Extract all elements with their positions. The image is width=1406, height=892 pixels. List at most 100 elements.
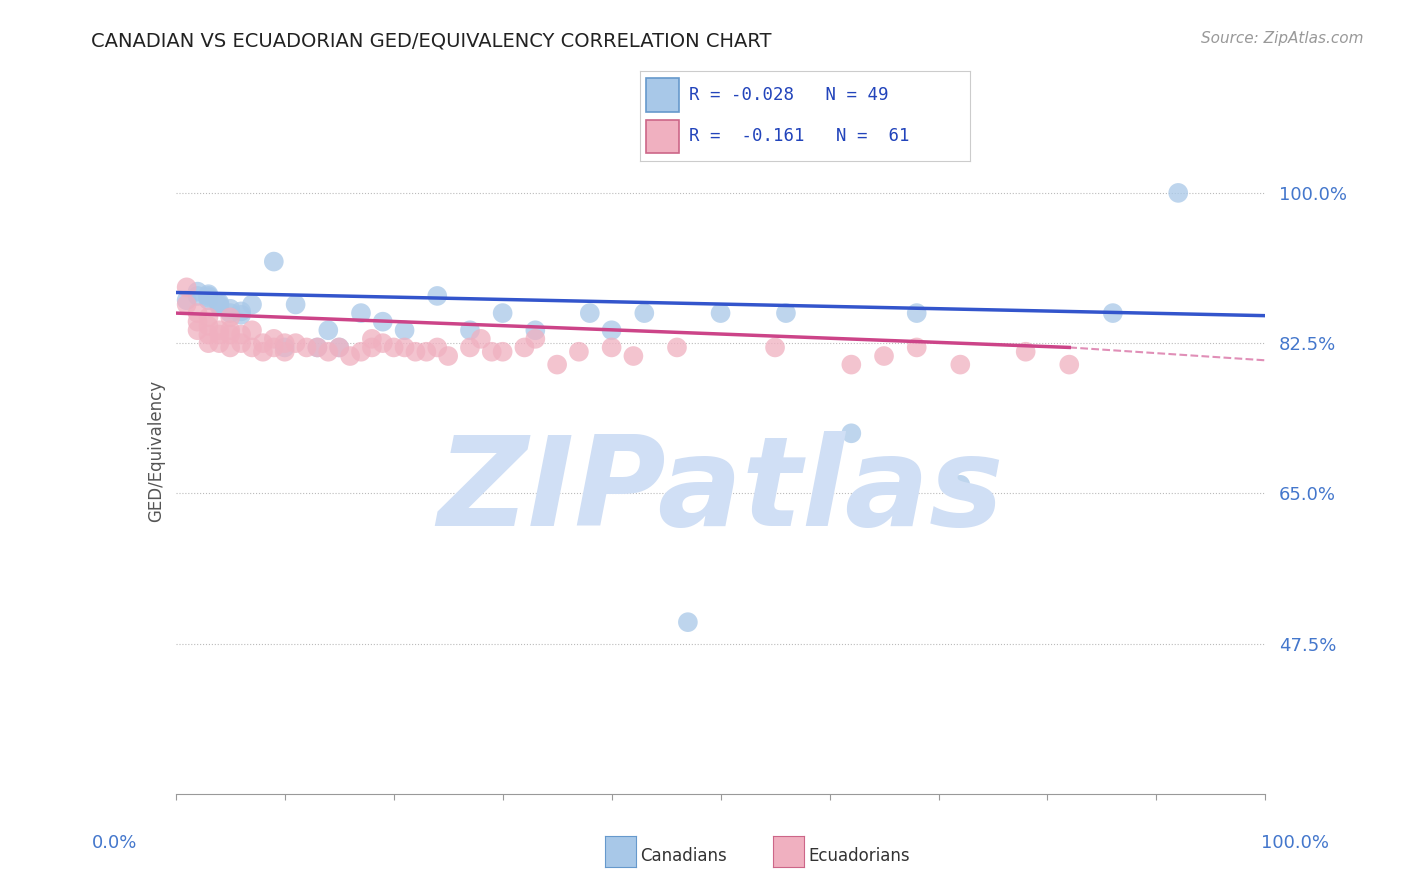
Point	[394, 340, 416, 354]
Point	[219, 327, 242, 342]
Point	[176, 293, 198, 308]
Point	[176, 297, 198, 311]
Point	[666, 340, 689, 354]
Text: 100.0%: 100.0%	[1261, 834, 1329, 852]
Point	[394, 323, 416, 337]
Point	[1167, 186, 1189, 200]
Point	[415, 344, 437, 359]
Text: CANADIAN VS ECUADORIAN GED/EQUIVALENCY CORRELATION CHART: CANADIAN VS ECUADORIAN GED/EQUIVALENCY C…	[91, 31, 772, 50]
FancyBboxPatch shape	[647, 120, 679, 153]
Point	[1102, 306, 1125, 320]
Point	[307, 340, 329, 354]
Text: Source: ZipAtlas.com: Source: ZipAtlas.com	[1201, 31, 1364, 46]
Point	[186, 289, 209, 303]
Text: Canadians: Canadians	[640, 847, 727, 865]
Point	[197, 291, 219, 305]
Point	[274, 340, 297, 354]
Point	[186, 323, 209, 337]
Point	[371, 336, 394, 351]
Point	[905, 340, 928, 354]
Point	[208, 297, 231, 311]
Point	[208, 299, 231, 313]
Point	[240, 297, 263, 311]
Point	[350, 306, 373, 320]
Point	[905, 306, 928, 320]
Point	[458, 323, 481, 337]
Point	[263, 254, 285, 268]
Point	[240, 323, 263, 337]
Point	[208, 327, 231, 342]
Point	[252, 344, 274, 359]
Point	[371, 315, 394, 329]
Point	[263, 340, 285, 354]
Text: R = -0.028   N = 49: R = -0.028 N = 49	[689, 86, 889, 103]
Point	[405, 344, 427, 359]
Point	[208, 295, 231, 310]
Point	[197, 318, 219, 333]
Point	[633, 306, 655, 320]
Point	[426, 340, 449, 354]
Text: R =  -0.161   N =  61: R = -0.161 N = 61	[689, 128, 910, 145]
Point	[360, 340, 382, 354]
Point	[274, 344, 297, 359]
Point	[328, 340, 350, 354]
Point	[186, 306, 209, 320]
Point	[197, 327, 219, 342]
Point	[481, 344, 503, 359]
Point	[579, 306, 602, 320]
Point	[492, 306, 515, 320]
Point	[546, 358, 568, 372]
Point	[600, 323, 623, 337]
Point	[763, 340, 786, 354]
Point	[240, 340, 263, 354]
Y-axis label: GED/Equivalency: GED/Equivalency	[146, 379, 165, 522]
Point	[284, 297, 307, 311]
Point	[328, 340, 350, 354]
Point	[949, 358, 972, 372]
Point	[350, 344, 373, 359]
Point	[339, 349, 361, 363]
Point	[197, 289, 219, 303]
Point	[426, 289, 449, 303]
Point	[470, 332, 492, 346]
Point	[513, 340, 536, 354]
Text: Ecuadorians: Ecuadorians	[808, 847, 910, 865]
Point	[231, 308, 253, 322]
Point	[197, 293, 219, 308]
Point	[252, 336, 274, 351]
Point	[710, 486, 733, 500]
Point	[621, 349, 644, 363]
Point	[186, 315, 209, 329]
Point	[841, 426, 863, 441]
Point	[219, 301, 242, 316]
Point	[219, 340, 242, 354]
Point	[219, 310, 242, 325]
Point	[1057, 358, 1080, 372]
Point	[295, 340, 318, 354]
Point	[231, 327, 253, 342]
Point	[524, 332, 547, 346]
Text: ZIPatlas: ZIPatlas	[437, 431, 1004, 552]
Point	[841, 358, 863, 372]
Point	[231, 304, 253, 318]
Point	[568, 344, 591, 359]
Point	[176, 280, 198, 294]
Point	[873, 349, 896, 363]
Point	[775, 306, 797, 320]
Point	[307, 340, 329, 354]
Point	[524, 323, 547, 337]
Point	[1015, 344, 1038, 359]
Point	[949, 478, 972, 492]
Point	[208, 323, 231, 337]
Point	[197, 336, 219, 351]
Point	[382, 340, 405, 354]
Point	[437, 349, 460, 363]
Point	[284, 336, 307, 351]
Point	[219, 323, 242, 337]
Point	[600, 340, 623, 354]
Point	[274, 336, 297, 351]
Point	[458, 340, 481, 354]
Point	[492, 344, 515, 359]
Point	[263, 332, 285, 346]
Point	[219, 306, 242, 320]
